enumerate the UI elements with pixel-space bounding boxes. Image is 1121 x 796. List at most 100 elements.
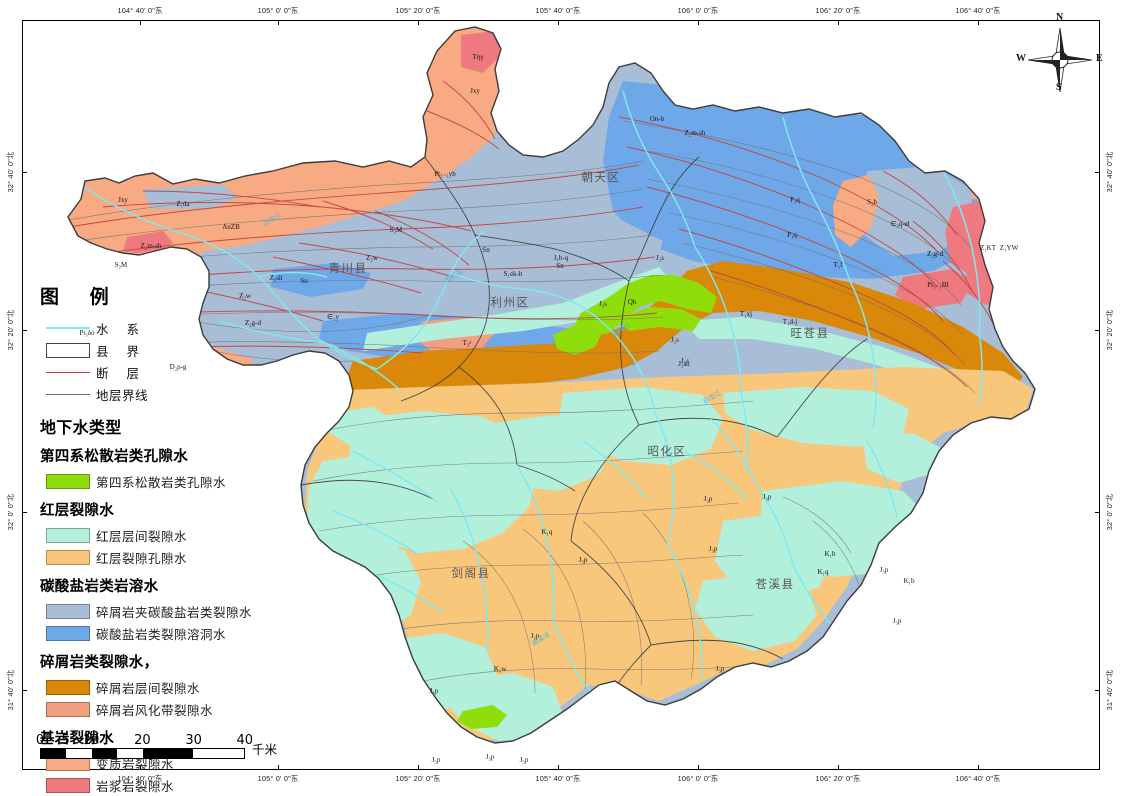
geologic-unit-label: K₁b	[904, 577, 915, 585]
compass-rose: N S E W	[1012, 12, 1108, 104]
legend-swatch-icon	[40, 549, 96, 565]
geologic-unit-label: K₁q	[818, 568, 829, 576]
geologic-unit-label: Z₂g-d	[245, 319, 262, 327]
geologic-unit-label: Z₁da	[176, 200, 190, 208]
legend-swatch-row: 碳酸盐岩类裂隙溶洞水	[40, 622, 290, 644]
graticule-tick	[978, 765, 979, 770]
legend-swatch-icon	[40, 701, 96, 717]
latitude-label: 32° 0' 0"北	[1105, 493, 1114, 531]
geologic-unit-label: K₁b	[825, 550, 836, 558]
geologic-unit-label: J₃p	[432, 756, 441, 764]
longitude-label: 106° 20' 0"东	[815, 774, 861, 783]
geologic-unit-label: S₂M	[115, 261, 128, 269]
geologic-unit-label: K₁q	[542, 528, 553, 536]
geologic-unit-label: T₁d-j	[783, 318, 798, 326]
graticule-tick	[838, 765, 839, 770]
geologic-unit-label: J₃p	[486, 753, 495, 761]
longitude-label: 106° 0' 0"东	[677, 6, 719, 15]
graticule-tick	[278, 20, 279, 25]
legend-title: 图 例	[40, 286, 121, 308]
legend-group-header: 红层裂隙水	[40, 503, 114, 519]
longitude-label: 105° 0' 0"东	[257, 6, 299, 15]
geologic-unit-label: J₃p	[893, 617, 902, 625]
legend-group-header: 碳酸盐岩类岩溶水	[40, 579, 159, 595]
longitude-label: 104° 40' 0"东	[117, 6, 163, 15]
geologic-unit-label: Qh	[628, 298, 637, 306]
geologic-unit-label: J₂s	[656, 254, 664, 262]
legend-swatch-label: 碎屑岩层间裂隙水	[96, 680, 201, 696]
scale-tick-label: 5	[61, 733, 70, 748]
latitude-label: 32° 20' 0"北	[6, 309, 15, 351]
county-name-label: 青川县	[329, 261, 368, 275]
legend-item-county: 县 界	[40, 340, 290, 360]
map-canvas[interactable]: Tηγ Jxy Pt₃₋₁yb Jxy Z₁da AnZB Z₂m-sh S₂M S₂M Z₂sh…	[23, 21, 1099, 769]
geologic-unit-label: T₁xj	[740, 310, 752, 318]
legend-swatch-label: 第四系松散岩类孔隙水	[96, 474, 227, 490]
legend-item-water: 水 系	[40, 318, 290, 338]
geologic-unit-label: Sn	[556, 262, 564, 270]
geologic-unit-label: Z₂w	[239, 292, 252, 300]
geologic-unit-label: J₃p	[716, 665, 725, 673]
graticule-tick	[278, 765, 279, 770]
legend-item-stratline: 地层界线	[40, 384, 290, 404]
graticule-tick	[978, 20, 979, 25]
latitude-label: 31° 40' 0"北	[1105, 669, 1114, 711]
legend-swatch-label: 岩浆岩裂隙水	[96, 778, 175, 794]
graticule-tick	[22, 512, 27, 513]
legend-item-fault: 断 层	[40, 362, 290, 382]
latitude-label: 32° 0' 0"北	[6, 493, 15, 531]
map-neatline	[22, 20, 1100, 770]
graticule-tick	[22, 172, 27, 173]
geologic-unit-label: Sn	[482, 246, 490, 254]
water-line-icon	[40, 327, 96, 329]
county-boundary-icon	[40, 342, 96, 358]
graticule-tick	[1095, 690, 1100, 691]
geologic-unit-label: ∈₁y	[327, 313, 340, 321]
legend-swatch-label: 变质岩裂隙水	[96, 756, 175, 772]
compass-west-label: W	[1016, 53, 1026, 64]
geologic-unit-label: J₃p	[704, 495, 713, 503]
fault-line-icon	[40, 371, 96, 373]
legend-type-header: 地下水类型	[40, 418, 122, 437]
legend-swatch-row: 碎屑岩层间裂隙水	[40, 676, 290, 698]
graticule-tick	[140, 765, 141, 770]
geologic-unit-label: Z₁KT	[980, 244, 997, 252]
graticule-tick	[838, 20, 839, 25]
geologic-unit-label: Z₂m-sh	[141, 242, 162, 250]
scale-tick-label: 10	[82, 733, 100, 748]
geologic-unit-labels: Tηγ Jxy Pt₃₋₁yb Jxy Z₁da AnZB Z₂m-sh S₂M S₂M Z₂sh…	[79, 53, 1018, 764]
river-network	[80, 90, 983, 724]
county-name-label: 朝天区	[582, 170, 621, 184]
longitude-label: 106° 20' 0"东	[815, 6, 861, 15]
graticule-tick	[22, 690, 27, 691]
geologic-unit-label: J₃p	[531, 632, 540, 640]
graticule-tick	[1095, 330, 1100, 331]
legend-swatch-row: 岩浆岩裂隙水	[40, 774, 290, 796]
legend-group-header: 碎屑岩类裂隙水，	[40, 655, 159, 671]
geologic-unit-label: D₂p-g	[170, 363, 187, 371]
graticule-tick	[418, 765, 419, 770]
geologic-unit-label: Jxy	[470, 87, 480, 95]
county-name-label: 剑阁县	[452, 566, 491, 580]
legend-swatch-icon	[40, 679, 96, 695]
latitude-label: 31° 40' 0"北	[6, 669, 15, 711]
legend-swatch-icon	[40, 473, 96, 489]
legend-swatch-row: 红层层间裂隙水	[40, 524, 290, 546]
scale-bar-unit: 千米	[252, 742, 278, 757]
geologic-unit-label: K₁w	[494, 665, 507, 673]
geologic-unit-label: Tηγ	[472, 53, 483, 61]
scale-bar: 0 5 10 20 30 40 千米	[36, 733, 290, 759]
longitude-label: 105° 20' 0"东	[395, 6, 441, 15]
geologic-unit-label: Z₂w	[366, 254, 379, 262]
scale-tick-label: 30	[185, 733, 202, 748]
scale-tick-label: 40	[236, 733, 254, 748]
longitude-label: 105° 40' 0"东	[535, 774, 581, 783]
geologic-unit-label: Z₂sh	[270, 274, 283, 282]
geologic-unit-label: Z₂g-d	[927, 250, 944, 258]
scale-tick-label: 0	[35, 733, 45, 748]
legend-swatch-icon	[40, 527, 96, 543]
legend-groups: 第四系松散岩类孔隙水 第四系松散岩类孔隙水 红层裂隙水 红层层间裂隙水 红层裂隙孔隙水碳…	[40, 445, 290, 796]
graticule-tick	[140, 20, 141, 25]
study-area-outline	[67, 26, 1036, 744]
